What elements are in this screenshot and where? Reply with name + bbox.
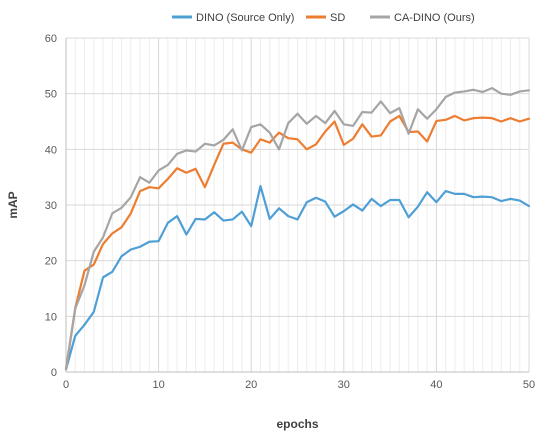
legend-item: CA-DINO (Ours) [370, 12, 475, 24]
x-axis-title: epochs [276, 417, 318, 431]
legend-item: SD [306, 12, 345, 24]
series-line-2 [64, 114, 531, 371]
y-tick-label: 0 [51, 367, 57, 379]
tick-labels: 0 10 20 30 40 50 0 10 20 30 40 50 60 [45, 33, 535, 391]
series-group [64, 86, 531, 371]
x-tick-label: 10 [152, 379, 164, 391]
x-tick-label: 20 [245, 379, 257, 391]
y-tick-label: 30 [45, 200, 57, 212]
series-line-3 [64, 86, 531, 371]
legend-label: CA-DINO (Ours) [394, 12, 475, 24]
legend-item: DINO (Source Only) [172, 12, 294, 24]
x-tick-label: 0 [63, 379, 69, 391]
x-tick-label: 50 [523, 379, 535, 391]
legend-label: SD [330, 12, 345, 24]
y-tick-label: 60 [45, 33, 57, 45]
legend: DINO (Source Only) SD CA-DINO (Ours) [172, 12, 475, 24]
y-axis-title: mAP [6, 191, 20, 218]
y-tick-label: 20 [45, 256, 57, 268]
x-tick-label: 30 [338, 379, 350, 391]
x-tick-label: 40 [430, 379, 442, 391]
y-tick-label: 40 [45, 144, 57, 156]
series-line-1 [64, 184, 531, 371]
grid [66, 37, 530, 372]
axes [65, 38, 529, 373]
legend-label: DINO (Source Only) [196, 12, 294, 24]
y-tick-label: 50 [45, 89, 57, 101]
y-tick-label: 10 [45, 311, 57, 323]
